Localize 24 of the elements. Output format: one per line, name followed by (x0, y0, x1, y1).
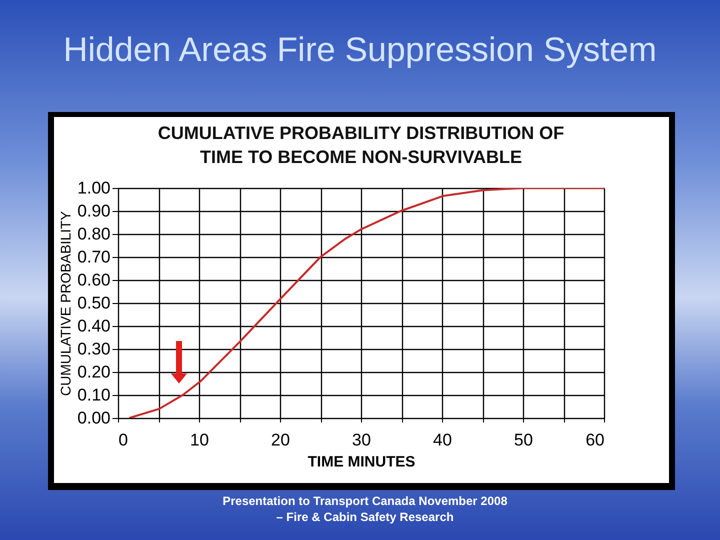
y-tick-label: 0.60 (77, 270, 110, 290)
x-tick-label: 40 (433, 430, 452, 450)
x-tick-label: 50 (514, 430, 533, 450)
y-tick-label: 0.10 (77, 386, 110, 404)
x-tick-label: 30 (352, 430, 371, 450)
x-axis-title: TIME MINUTES (308, 454, 416, 470)
x-tick-label: 60 (586, 430, 604, 450)
y-tick-label: 0.20 (77, 362, 110, 382)
y-axis-title: CUMULATIVE PROBABILITY (57, 210, 74, 396)
x-tick-label: 20 (271, 430, 290, 450)
y-tick-label: 0.40 (77, 316, 110, 336)
text: Presentation to Transport Canada November 2008 – Fire & Cabin Safety Research (222, 493, 508, 525)
line-series (128, 188, 604, 418)
chart-title: Hidden Areas Fire Suppression System (62, 30, 658, 71)
y-tick-label: 0.90 (77, 202, 110, 220)
y-tick-label: 1.00 (77, 178, 110, 198)
chart-subtitle: CUMULATIVE PROBABILITY DISTRIBUTION OF TIME TO BECOME NON-SURVIVABLE (158, 123, 564, 167)
x-tick-label: 10 (190, 430, 209, 450)
y-tick-label: 0.50 (77, 294, 110, 312)
y-tick-label: 0.30 (77, 340, 110, 358)
y-tick-label: 0.00 (77, 408, 110, 428)
x-tick-label: 0 (118, 430, 128, 450)
y-tick-label: 0.80 (77, 224, 110, 244)
y-tick-label: 0.70 (77, 248, 110, 266)
